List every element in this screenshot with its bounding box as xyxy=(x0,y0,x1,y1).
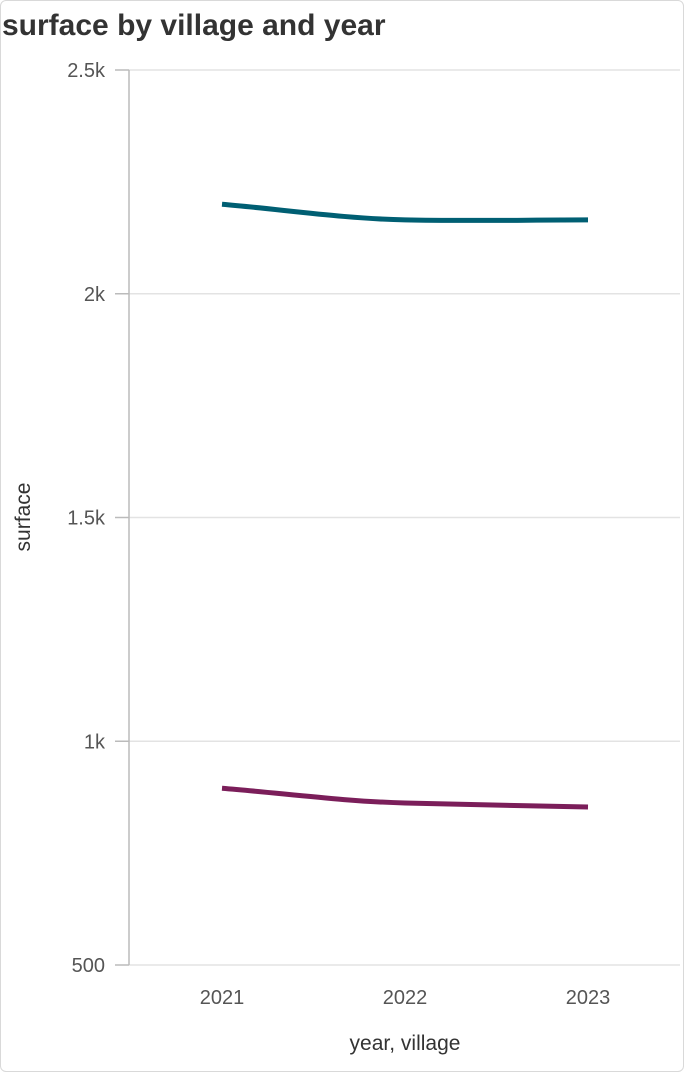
x-tick-label: 2021 xyxy=(200,987,245,1009)
series-line-0 xyxy=(221,201,589,223)
chart-title: surface by village and year xyxy=(2,9,386,42)
y-tick-label: 2k xyxy=(84,284,106,306)
y-axis-title: surface xyxy=(12,483,35,552)
series-lines xyxy=(221,201,589,810)
series-line-1 xyxy=(221,785,589,810)
y-tick-label: 1k xyxy=(84,731,106,753)
x-tick-label: 2023 xyxy=(566,987,611,1009)
x-tick-label: 2022 xyxy=(383,987,428,1009)
y-tick-label: 2.5k xyxy=(67,60,106,82)
y-ticks: 500 1k 1.5k 2k 2.5k xyxy=(67,60,129,977)
x-ticks: 2021 2022 2023 xyxy=(200,987,611,1009)
y-tick-label: 1.5k xyxy=(67,508,106,530)
y-tick-label: 500 xyxy=(72,955,105,977)
x-axis-title: year, village xyxy=(350,1032,461,1055)
grid-lines xyxy=(129,69,680,966)
